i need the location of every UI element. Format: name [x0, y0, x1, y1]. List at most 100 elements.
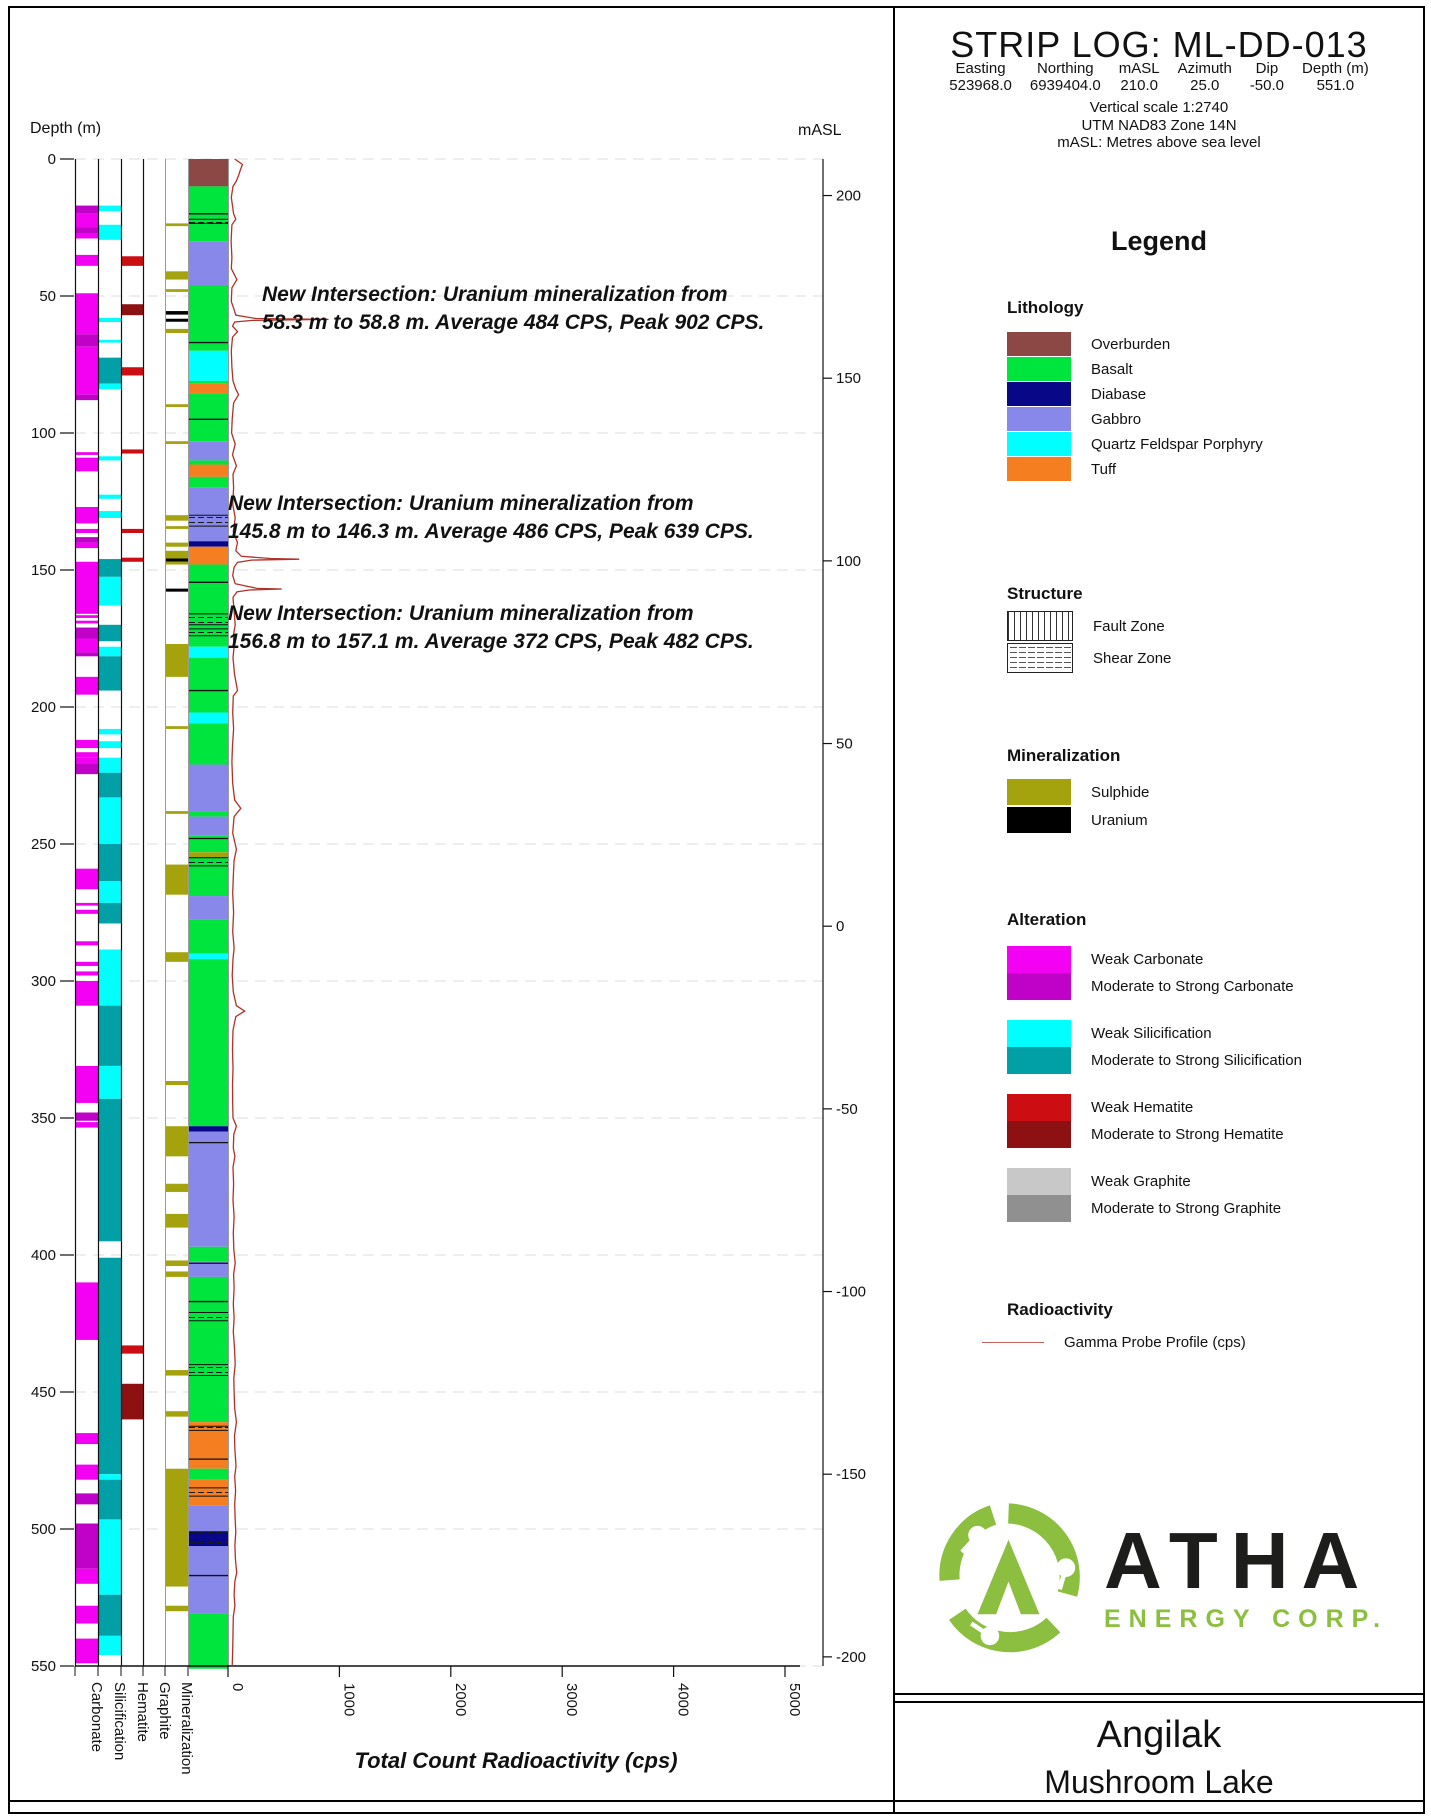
silicification-interval: [99, 741, 121, 749]
sulphide-interval: [166, 1260, 188, 1266]
legend-lith-overburden-label: Overburden: [1091, 335, 1171, 353]
collar-header: Azimuth: [1177, 60, 1232, 77]
legend-structure-label: Fault Zone: [1093, 617, 1165, 635]
depth-tick-label: 500: [31, 1521, 56, 1538]
silicification-interval: [99, 656, 121, 691]
lithology-interval-gabbro: [189, 487, 228, 542]
legend-structure-shear-swatch: [1007, 643, 1073, 673]
masl-tick-label: 0: [836, 918, 844, 935]
legend-alt-weak-hem_w-swatch: [1007, 1094, 1071, 1121]
lithology-interval-basalt: [189, 1468, 228, 1480]
footer-rule-bottom: [895, 1701, 1423, 1703]
silicification-interval: [99, 339, 121, 343]
carbonate-interval: [76, 757, 98, 764]
legend-alt-weak-sil_w-label: Weak Silicification: [1091, 1025, 1212, 1042]
lithology-interval-qfp: [189, 953, 228, 960]
silicification-interval: [99, 797, 121, 844]
carbonate-interval: [76, 1605, 98, 1624]
cps-axis-title: Total Count Radioactivity (cps): [354, 1748, 678, 1773]
lithology-interval-basalt: [189, 285, 228, 351]
carbonate-interval: [76, 542, 98, 549]
cps-tick-label: 4000: [675, 1683, 692, 1716]
atha-logo-a: [977, 1539, 1040, 1615]
masl-tick-label: -100: [836, 1284, 866, 1301]
silicification-interval: [99, 511, 121, 518]
annotation-line: 156.8 m to 157.1 m. Average 372 CPS, Pea…: [228, 629, 754, 653]
depth-tick-label: 50: [39, 288, 56, 305]
collar-header: Depth (m): [1302, 60, 1369, 77]
lithology-interval-basalt: [189, 919, 228, 954]
carbonate-interval: [76, 868, 98, 890]
shear-zone-overlay: [189, 219, 228, 224]
scale-note-line: Vertical scale 1:2740: [1089, 99, 1229, 116]
track-label-mineralization: Mineralization: [178, 1682, 195, 1775]
carbonate-interval: [76, 346, 98, 395]
lithology-interval-gabbro: [189, 816, 228, 836]
track-label-graphite: Graphite: [156, 1682, 173, 1740]
carbonate-interval: [76, 676, 98, 695]
sulphide-interval: [166, 550, 188, 565]
scale-note-line: mASL: Metres above sea level: [1057, 134, 1261, 151]
lithology-interval-tuff: [189, 464, 228, 477]
legend-lith-qfp: Quartz Feldspar Porphyry: [1007, 432, 1407, 456]
silicification-interval: [99, 1635, 121, 1656]
lithology-interval-basalt: [189, 1613, 228, 1669]
carbonate-interval: [76, 334, 98, 347]
cps-tick-label: 2000: [452, 1683, 469, 1716]
depth-tick-label: 400: [31, 1247, 56, 1264]
legend-lith-diabase-swatch: [1007, 382, 1071, 406]
lithology-interval-gabbro: [189, 1505, 228, 1532]
carbonate-interval: [76, 620, 98, 624]
lithology-interval-basalt: [189, 460, 228, 465]
lithology-interval-gabbro: [189, 764, 228, 812]
hematite-interval: [122, 1345, 144, 1354]
legend-alt-strong-gra_s-swatch: [1007, 1195, 1071, 1222]
collar-value: -50.0: [1249, 77, 1285, 94]
collar-value: 210.0: [1120, 77, 1158, 94]
carbonate-interval: [76, 232, 98, 239]
annotation-intersection-1: New Intersection: Uranium mineralization…: [262, 281, 764, 336]
silicification-interval: [99, 949, 121, 1006]
collar-value: 551.0: [1316, 77, 1355, 94]
silicification-interval: [99, 902, 121, 924]
carbonate-interval: [76, 1282, 98, 1340]
sulphide-interval: [166, 1370, 188, 1376]
legend-alt-strong-sil_s: Moderate to Strong Silicification: [1007, 1047, 1407, 1074]
legend-alt-strong-sil_s-swatch: [1007, 1047, 1071, 1074]
collar-value: 6939404.0: [1029, 77, 1101, 94]
sulphide-interval: [166, 526, 188, 529]
lithology-interval-tuff: [189, 546, 228, 565]
carbonate-interval: [76, 1493, 98, 1505]
lithology-interval-gabbro: [189, 1261, 228, 1277]
collar-header: Easting: [955, 60, 1006, 77]
footer-rule-top: [895, 1693, 1423, 1695]
lithology-interval-qfp: [189, 712, 228, 724]
gamma-line-sample: [982, 1341, 1044, 1343]
collar-column: mASL 210.0: [1119, 60, 1160, 94]
collar-value: 25.0: [1190, 77, 1220, 94]
shear-zone-overlay: [189, 613, 228, 625]
legend-heading: Legend: [1110, 226, 1207, 256]
legend-alt-strong-carb_s-swatch: [1007, 973, 1071, 1000]
legend-section-mineralization: Mineralization: [1007, 746, 1121, 765]
sulphide-interval: [166, 1213, 188, 1228]
silicification-interval: [99, 1519, 121, 1595]
cps-tick-label: 1000: [340, 1683, 357, 1716]
carbonate-interval: [76, 627, 98, 639]
sulphide-interval: [166, 271, 188, 280]
atha-logo-icon: [939, 1503, 1080, 1653]
collar-table: Easting 523968.0 Northing 6939404.0 mASL 210.…: [895, 60, 1423, 94]
sulphide-interval: [166, 864, 188, 895]
masl-tick-label: -150: [836, 1466, 866, 1483]
lithology-interval-gabbro: [189, 896, 228, 920]
lithology-interval-gabbro: [189, 441, 228, 461]
sulphide-interval: [166, 1126, 188, 1157]
carbonate-interval: [76, 1433, 98, 1445]
carbonate-interval: [76, 506, 98, 524]
carbonate-interval: [76, 638, 98, 653]
legend-lith-basalt-label: Basalt: [1091, 360, 1133, 378]
annotation-intersection-2: New Intersection: Uranium mineralization…: [228, 490, 754, 545]
silicification-interval: [99, 728, 121, 735]
collar-header: mASL: [1118, 60, 1160, 77]
